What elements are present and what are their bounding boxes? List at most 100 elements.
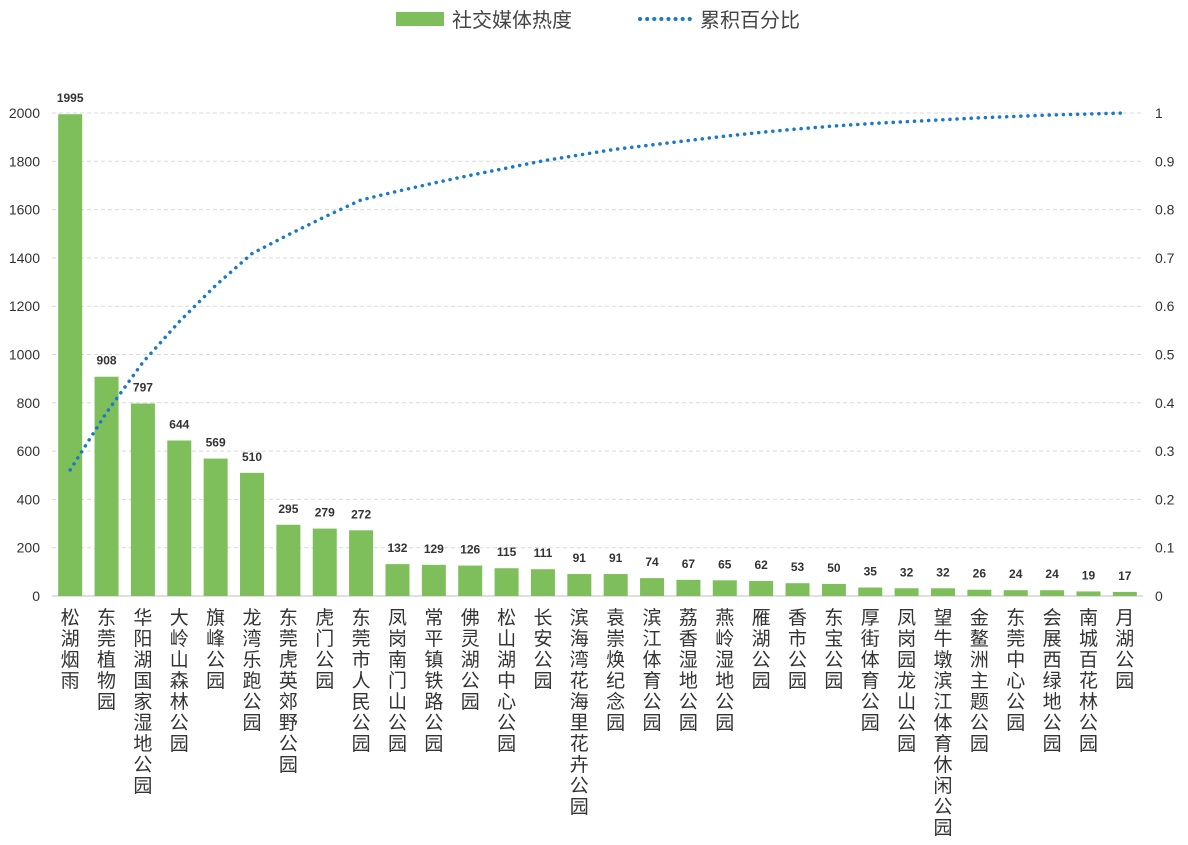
bar xyxy=(967,589,992,596)
bar xyxy=(1003,590,1028,596)
y2-tick-label: 0.3 xyxy=(1155,443,1175,459)
bar xyxy=(130,403,155,596)
x-category-label: 雁湖公园 xyxy=(752,607,771,692)
bar-data-label: 115 xyxy=(497,545,517,559)
bar-data-label: 111 xyxy=(534,546,553,560)
bar xyxy=(640,578,665,596)
y-tick-label: 1200 xyxy=(9,298,40,314)
y2-tick-label: 0.9 xyxy=(1155,153,1175,169)
bar-data-label: 62 xyxy=(754,558,768,572)
x-category-label: 凤岗南门山公园 xyxy=(388,607,407,755)
legend-line-label: 累积百分比 xyxy=(700,8,800,32)
bar xyxy=(276,524,301,596)
cumulative-line-series xyxy=(68,111,1127,472)
x-category-label: 会展西绿地公园 xyxy=(1043,607,1062,755)
y-tick-label: 0 xyxy=(32,588,40,604)
y2-tick-label: 0.6 xyxy=(1155,298,1175,314)
bar-data-label: 126 xyxy=(460,543,480,557)
bar-data-label: 53 xyxy=(791,560,805,574)
legend-bar-label: 社交媒体热度 xyxy=(452,8,572,32)
y-tick-label: 200 xyxy=(17,540,41,556)
x-category-label: 东莞植物园 xyxy=(97,607,116,713)
bar xyxy=(712,580,737,596)
legend: 社交媒体热度 累积百分比 xyxy=(396,8,800,32)
x-category-label: 金鳌洲主题公园 xyxy=(970,607,989,755)
bar-data-label: 1995 xyxy=(57,91,84,105)
bar-data-label: 797 xyxy=(133,381,153,395)
bar xyxy=(1076,591,1101,596)
x-category-label: 厚街体育公园 xyxy=(861,607,880,734)
y-tick-label: 2000 xyxy=(9,105,40,121)
bar xyxy=(421,564,446,596)
x-category-label: 长安公园 xyxy=(533,607,552,692)
bar xyxy=(1112,591,1137,596)
x-category-label: 荔香湿地公园 xyxy=(679,607,698,734)
y2-tick-label: 0.2 xyxy=(1155,491,1175,507)
bar-data-label: 129 xyxy=(424,542,444,556)
bar xyxy=(530,569,555,596)
bar xyxy=(930,588,955,596)
x-category-label: 龙湾乐跑公园 xyxy=(243,607,262,734)
y2-tick-label: 0.7 xyxy=(1155,250,1175,266)
bar xyxy=(94,376,119,596)
bar-data-label: 35 xyxy=(864,565,878,579)
bar-data-label: 26 xyxy=(973,567,987,581)
y-tick-label: 400 xyxy=(17,491,41,507)
bar xyxy=(676,579,701,596)
bar-data-label: 65 xyxy=(718,557,732,571)
x-category-label: 虎门公园 xyxy=(315,607,334,692)
cumulative-line xyxy=(68,111,1127,472)
x-category-label: 望牛墩滨江体育休闲公园 xyxy=(933,607,952,839)
bar xyxy=(240,472,265,596)
bar xyxy=(458,565,483,596)
bar-data-label: 17 xyxy=(1118,569,1132,583)
x-category-label: 南城百花林公园 xyxy=(1079,607,1098,755)
bar-data-label: 279 xyxy=(315,506,335,520)
bar xyxy=(58,114,83,597)
bar-data-label: 32 xyxy=(936,565,950,579)
bar-data-label: 24 xyxy=(1009,567,1023,581)
legend-bar-swatch xyxy=(396,12,444,26)
x-category-label: 滨海湾花海里花卉公园 xyxy=(570,607,589,818)
bar-data-label: 91 xyxy=(573,551,587,565)
data-labels: 1995 908 797 644 569 510 295 279 272 132 129 126 115… xyxy=(57,91,1132,583)
x-category-label: 香市公园 xyxy=(788,607,807,692)
x-category-label: 东莞虎英郊野公园 xyxy=(279,607,298,776)
x-category-label: 月湖公园 xyxy=(1115,607,1134,692)
bar xyxy=(1040,590,1065,596)
x-category-label: 松湖烟雨 xyxy=(61,607,80,692)
category-labels: 松湖烟雨东莞植物园华阳湖国家湿地公园大岭山森林公园旗峰公园龙湾乐跑公园东莞虎英郊… xyxy=(61,607,1135,839)
x-category-label: 东莞中心公园 xyxy=(1006,607,1025,734)
bar-data-label: 569 xyxy=(206,436,226,450)
y2-tick-label: 0.5 xyxy=(1155,347,1175,363)
bar-data-label: 908 xyxy=(97,354,117,368)
y2-tick-label: 0.1 xyxy=(1155,540,1175,556)
bar-data-label: 67 xyxy=(682,557,696,571)
bar-data-label: 50 xyxy=(827,561,841,575)
y-tick-label: 600 xyxy=(17,443,41,459)
bar-data-label: 32 xyxy=(900,565,914,579)
x-category-label: 东宝公园 xyxy=(824,607,843,692)
x-category-label: 大岭山森林公园 xyxy=(170,607,189,755)
y2-tick-label: 0.4 xyxy=(1155,395,1175,411)
x-category-label: 凤岗园龙山公园 xyxy=(897,607,916,755)
y2-tick-label: 1 xyxy=(1155,105,1163,121)
bar xyxy=(312,528,337,596)
bar-data-label: 295 xyxy=(278,502,298,516)
axes: 0 200 400 600 800 1000 1200 1400 1600 1800 2000 0 0.… xyxy=(9,105,1175,604)
y-tick-label: 1800 xyxy=(9,153,40,169)
bar xyxy=(603,574,628,596)
bar-series xyxy=(58,114,1137,597)
y-tick-label: 1000 xyxy=(9,347,40,363)
x-category-label: 袁崇焕纪念园 xyxy=(606,607,625,734)
x-category-label: 旗峰公园 xyxy=(206,607,225,692)
bar xyxy=(167,440,192,596)
y-tick-label: 800 xyxy=(17,395,41,411)
bar xyxy=(567,574,592,596)
bar-data-label: 24 xyxy=(1045,567,1059,581)
bar xyxy=(894,588,919,596)
bar-data-label: 510 xyxy=(242,450,262,464)
x-category-label: 滨江体育公园 xyxy=(643,607,662,734)
y-tick-label: 1600 xyxy=(9,202,40,218)
